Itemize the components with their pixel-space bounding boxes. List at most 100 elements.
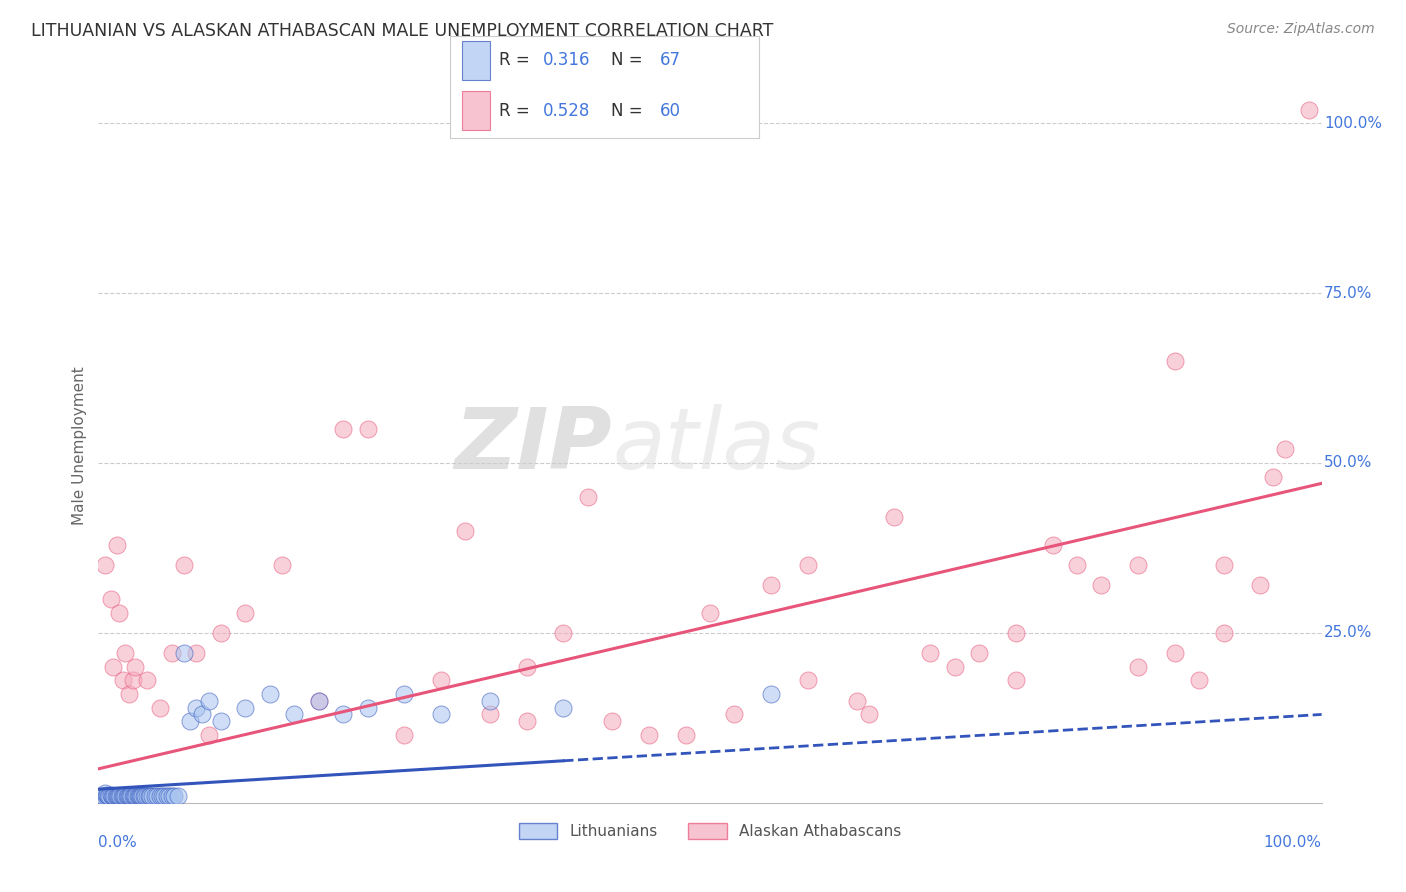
Point bbox=[1261, 469, 1284, 483]
Point bbox=[118, 687, 141, 701]
Point bbox=[160, 789, 183, 803]
Point bbox=[163, 789, 186, 803]
Text: R =: R = bbox=[499, 52, 536, 70]
Point bbox=[515, 660, 537, 674]
Point bbox=[150, 789, 173, 803]
Point bbox=[129, 789, 152, 803]
Point bbox=[259, 687, 281, 701]
Point bbox=[160, 646, 183, 660]
Point bbox=[94, 789, 117, 803]
Point bbox=[920, 646, 942, 660]
Point bbox=[149, 789, 172, 803]
Point bbox=[111, 789, 134, 803]
Point bbox=[146, 789, 169, 803]
Point bbox=[308, 694, 330, 708]
Point bbox=[98, 789, 121, 803]
Point bbox=[93, 558, 115, 572]
Point bbox=[699, 606, 721, 620]
Point bbox=[761, 578, 783, 592]
Point bbox=[101, 789, 124, 803]
Point bbox=[797, 673, 820, 688]
Point bbox=[675, 728, 697, 742]
Point bbox=[186, 646, 208, 660]
Legend: Lithuanians, Alaskan Athabascans: Lithuanians, Alaskan Athabascans bbox=[513, 817, 907, 845]
Point bbox=[270, 558, 294, 572]
Point bbox=[100, 788, 122, 802]
Point bbox=[1274, 442, 1296, 457]
Bar bbox=[463, 41, 491, 79]
Text: 0.0%: 0.0% bbox=[98, 835, 138, 850]
Point bbox=[132, 789, 155, 803]
Point bbox=[186, 700, 208, 714]
Point bbox=[1066, 558, 1088, 572]
Text: R =: R = bbox=[499, 102, 536, 120]
Point bbox=[430, 673, 453, 688]
Point bbox=[157, 789, 180, 803]
Point bbox=[103, 789, 125, 803]
Point bbox=[191, 707, 214, 722]
Text: LITHUANIAN VS ALASKAN ATHABASCAN MALE UNEMPLOYMENT CORRELATION CHART: LITHUANIAN VS ALASKAN ATHABASCAN MALE UN… bbox=[31, 22, 773, 40]
Point bbox=[332, 422, 354, 436]
Point bbox=[134, 789, 156, 803]
Point bbox=[209, 714, 232, 729]
Point bbox=[131, 789, 153, 803]
Point bbox=[173, 646, 195, 660]
Point bbox=[197, 694, 219, 708]
Point bbox=[117, 789, 139, 803]
Point bbox=[112, 789, 135, 803]
Point bbox=[858, 707, 880, 722]
Point bbox=[136, 789, 159, 803]
Text: 100.0%: 100.0% bbox=[1324, 116, 1382, 131]
Point bbox=[283, 707, 305, 722]
Text: N =: N = bbox=[610, 52, 648, 70]
Point bbox=[478, 707, 501, 722]
Text: 75.0%: 75.0% bbox=[1324, 285, 1372, 301]
Point bbox=[1188, 673, 1211, 688]
Point bbox=[600, 714, 623, 729]
Point bbox=[100, 591, 122, 606]
Point bbox=[156, 789, 179, 803]
Point bbox=[105, 789, 128, 803]
Point bbox=[1298, 103, 1320, 117]
Point bbox=[723, 707, 745, 722]
Text: 0.528: 0.528 bbox=[543, 102, 591, 120]
Point bbox=[1164, 646, 1187, 660]
Text: 60: 60 bbox=[661, 102, 682, 120]
Point bbox=[392, 687, 416, 701]
Point bbox=[1090, 578, 1112, 592]
Point bbox=[128, 789, 150, 803]
Point bbox=[209, 626, 232, 640]
Point bbox=[129, 789, 152, 803]
Point bbox=[943, 660, 966, 674]
Point bbox=[179, 714, 201, 729]
Point bbox=[883, 510, 905, 524]
Point bbox=[143, 789, 166, 803]
Point bbox=[120, 789, 142, 803]
Point bbox=[430, 707, 453, 722]
Point bbox=[139, 789, 162, 803]
Point bbox=[136, 673, 159, 688]
Point bbox=[233, 606, 256, 620]
Point bbox=[127, 789, 149, 803]
Point bbox=[138, 789, 160, 803]
Point bbox=[967, 646, 990, 660]
Point bbox=[104, 789, 127, 803]
Point bbox=[308, 694, 330, 708]
Point bbox=[845, 694, 868, 708]
Point bbox=[1212, 558, 1234, 572]
Point bbox=[111, 789, 134, 803]
Point bbox=[108, 606, 131, 620]
Point bbox=[96, 788, 118, 802]
Point bbox=[1004, 673, 1026, 688]
Point bbox=[91, 789, 114, 803]
Text: Source: ZipAtlas.com: Source: ZipAtlas.com bbox=[1227, 22, 1375, 37]
Point bbox=[91, 789, 114, 803]
Point bbox=[1042, 537, 1064, 551]
Point bbox=[1128, 558, 1150, 572]
Point bbox=[110, 789, 132, 803]
Point bbox=[124, 660, 146, 674]
Point bbox=[105, 537, 128, 551]
Point bbox=[197, 728, 219, 742]
Point bbox=[637, 728, 661, 742]
Y-axis label: Male Unemployment: Male Unemployment bbox=[72, 367, 87, 525]
